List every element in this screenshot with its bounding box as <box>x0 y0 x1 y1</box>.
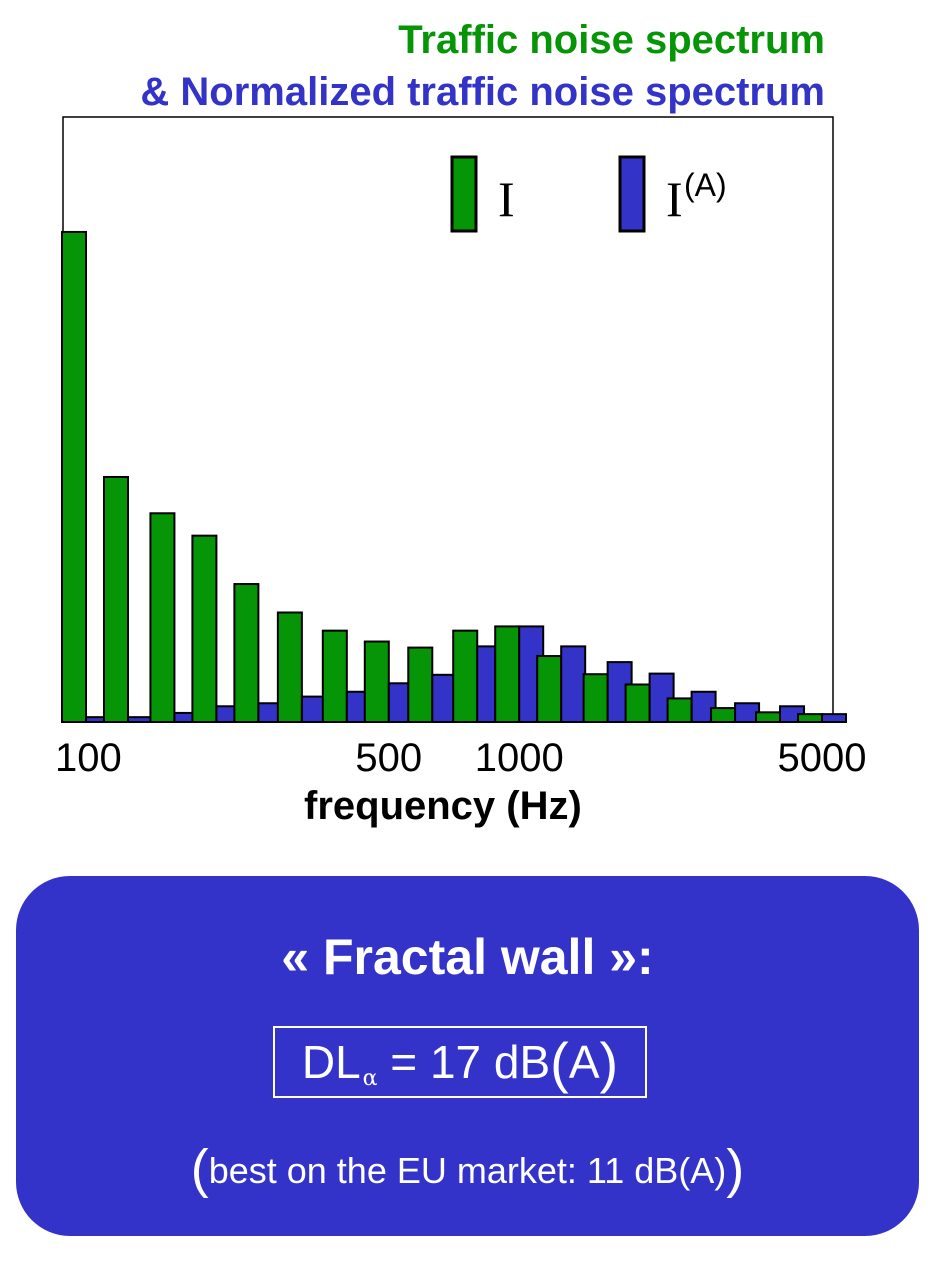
formula-value: = 17 dB <box>377 1036 551 1088</box>
bar-I-1250hz <box>536 655 563 723</box>
x-tick-100: 100 <box>55 736 122 780</box>
bar-I-125hz <box>102 475 129 723</box>
note-paren-close: ) <box>726 1139 745 1199</box>
legend-superscript-1: (A) <box>684 167 727 203</box>
formula-subscript: α <box>362 1065 378 1091</box>
formula-paren-close: ) <box>599 1030 619 1094</box>
bar-I-5000hz <box>797 713 823 724</box>
bar-I-500hz <box>363 640 390 723</box>
panel-note: (best on the EU market: 11 dB(A)) <box>16 1138 919 1200</box>
formula-box: DL α = 17 dB(A) <box>273 1026 647 1098</box>
legend-label-1: I <box>666 171 683 227</box>
note-paren-open: ( <box>190 1139 209 1199</box>
bar-I-3150hz <box>710 707 737 724</box>
bar-I-2000hz <box>624 683 651 723</box>
bar-I-160hz <box>149 512 176 724</box>
bar-I-4000hz <box>755 711 782 724</box>
bar-I-630hz <box>407 646 434 724</box>
bar-I-100hz <box>61 230 87 723</box>
result-panel: « Fractal wall »: DL α = 17 dB(A) (best o… <box>16 876 919 1236</box>
legend-swatch-1 <box>618 155 646 233</box>
x-tick-1000: 1000 <box>474 736 564 780</box>
bars-group <box>61 230 847 724</box>
panel-heading: « Fractal wall »: <box>281 929 654 985</box>
bar-I-200hz <box>191 534 218 723</box>
bar-chart: I I (A) <box>61 116 847 724</box>
note-text: best on the EU market: 11 dB(A) <box>208 1150 727 1191</box>
x-tick-500: 500 <box>355 736 423 780</box>
bar-I-400hz <box>321 629 348 724</box>
x-axis-label: frequency (Hz) <box>304 784 582 828</box>
bar-IA-5000hz <box>821 713 847 724</box>
chart-title-line2: & Normalized traffic noise spectrum <box>140 70 825 114</box>
bar-I-2500hz <box>666 697 693 724</box>
bar-I-1000hz <box>494 625 521 723</box>
legend: I I (A) <box>450 155 727 233</box>
bar-I-315hz <box>276 611 303 723</box>
plot-frame <box>62 116 834 723</box>
bar-I-1600hz <box>582 673 609 724</box>
bar-IA-1250hz <box>560 645 587 723</box>
x-tick-5000: 5000 <box>777 736 867 780</box>
legend-swatch-0 <box>450 155 478 233</box>
chart-title-line1: Traffic noise spectrum <box>398 18 825 62</box>
bar-I-800hz <box>452 629 479 724</box>
legend-label-0: I <box>498 171 515 227</box>
formula-unit: A <box>568 1036 600 1088</box>
formula-paren-open: ( <box>550 1030 569 1094</box>
bar-I-250hz <box>233 583 260 723</box>
bar-IA-125hz <box>126 716 153 723</box>
formula-main: DL <box>301 1036 361 1088</box>
